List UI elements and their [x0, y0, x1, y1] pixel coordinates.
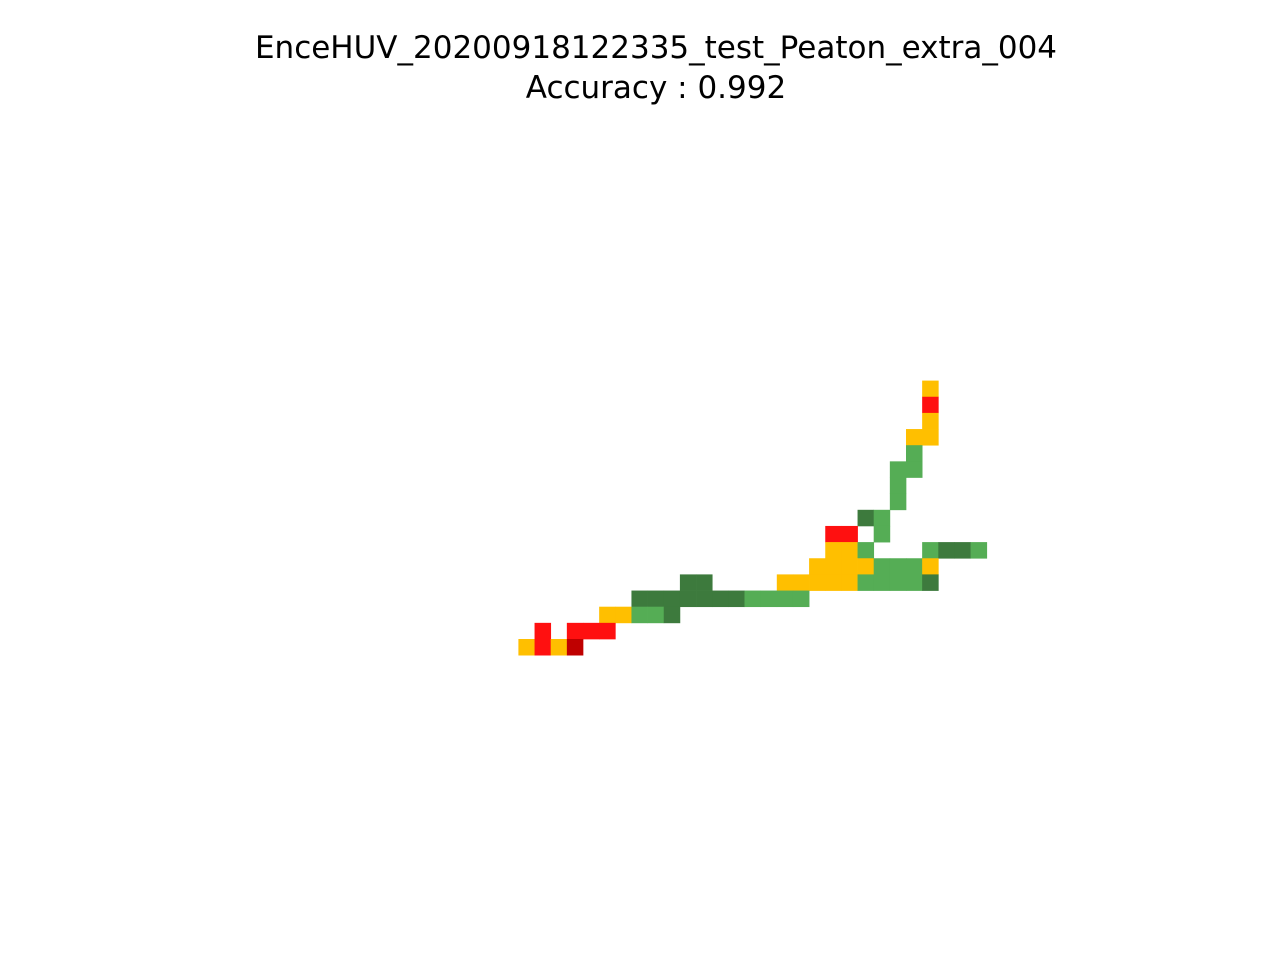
heatmap-cell: [906, 445, 923, 462]
heatmap-cell: [857, 542, 875, 559]
heatmap-cell: [922, 396, 939, 414]
heatmap-cell: [825, 542, 842, 559]
heatmap-cell: [889, 493, 907, 511]
heatmap-cell: [550, 639, 568, 656]
heatmap-cell: [792, 574, 810, 591]
heatmap-cell: [922, 542, 939, 559]
heatmap-cell: [922, 574, 939, 591]
heatmap-cell: [679, 574, 697, 591]
heatmap-cell: [906, 558, 923, 575]
heatmap-cell: [825, 574, 842, 591]
heatmap-cell: [841, 525, 858, 543]
heatmap-cell: [647, 606, 665, 624]
heatmap-cell: [906, 574, 923, 591]
heatmap-cell: [922, 412, 939, 430]
heatmap-cell: [825, 558, 842, 575]
heatmap-cell: [599, 622, 616, 640]
heatmap-cell: [857, 509, 875, 527]
heatmap-cell: [922, 558, 939, 575]
heatmap-cell: [518, 639, 535, 656]
heatmap-cell: [696, 590, 713, 608]
heatmap-cell: [679, 590, 697, 608]
heatmap-cell: [873, 509, 891, 527]
heatmap-cell: [663, 606, 681, 624]
heatmap-cell: [696, 574, 713, 591]
heatmap-cell: [583, 622, 600, 640]
heatmap-cell: [809, 574, 826, 591]
heatmap-cell: [841, 558, 858, 575]
heatmap-cell: [647, 590, 665, 608]
chart-subtitle: Accuracy : 0.992: [525, 70, 787, 106]
heatmap-cell: [776, 590, 794, 608]
heatmap-cell: [760, 590, 778, 608]
heatmap-cell: [776, 574, 794, 591]
heatmap-cell: [906, 461, 923, 478]
heatmap-cell: [922, 380, 939, 398]
heatmap-cell: [889, 574, 907, 591]
heatmap-cell: [857, 558, 875, 575]
heatmap-cell: [857, 574, 875, 591]
heatmap-cell: [938, 542, 955, 559]
heatmap-cell: [970, 542, 988, 559]
heatmap-cell: [873, 525, 891, 543]
heatmap-cell: [534, 639, 552, 656]
heatmap-cell: [841, 542, 858, 559]
heatmap-cell: [599, 606, 616, 624]
heatmap-cell: [534, 622, 552, 640]
heatmap-cell: [841, 574, 858, 591]
heatmap-cell: [906, 429, 923, 446]
heatmap-cell: [744, 590, 761, 608]
heatmap-cell: [792, 590, 810, 608]
heatmap-cell: [889, 461, 907, 478]
heatmap-cell: [922, 429, 939, 446]
heatmap-cell: [631, 590, 648, 608]
heatmap-cell: [873, 574, 891, 591]
heatmap-cell: [889, 558, 907, 575]
heatmap-cell: [566, 639, 584, 656]
chart-title: EnceHUV_20200918122335_test_Peaton_extra…: [254, 30, 1058, 66]
heatmap-cell: [663, 590, 681, 608]
heatmap-cell: [954, 542, 971, 559]
heatmap-cell: [728, 590, 745, 608]
heatmap-cell: [615, 606, 632, 624]
heatmap-cell: [825, 525, 842, 543]
heatmap-cell: [566, 622, 584, 640]
heatmap-cell: [809, 558, 826, 575]
heatmap-cell: [889, 477, 907, 494]
heatmap-cell: [873, 558, 891, 575]
heatmap-cell: [712, 590, 729, 608]
heatmap-cell: [631, 606, 648, 624]
chart-title-block: EnceHUV_20200918122335_test_Peaton_extra…: [0, 28, 1280, 108]
